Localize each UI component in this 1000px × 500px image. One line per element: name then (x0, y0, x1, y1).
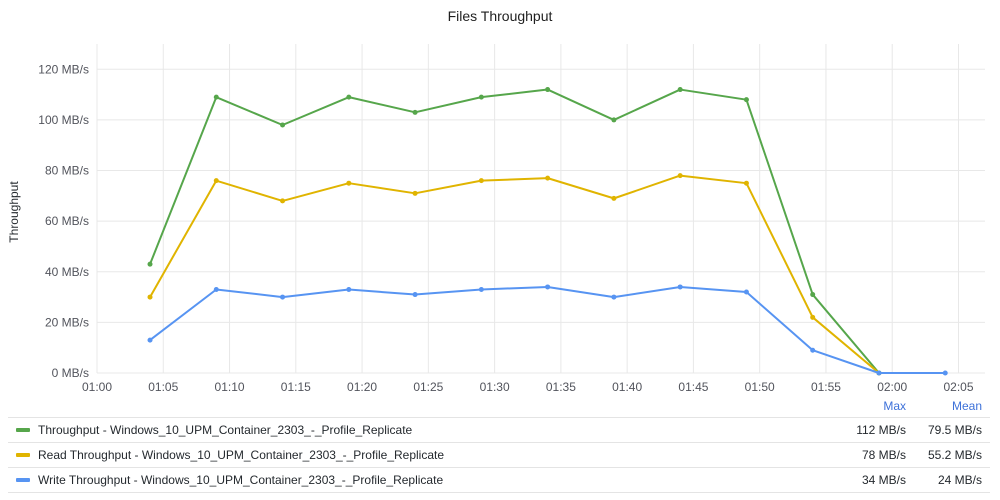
data-point[interactable] (611, 294, 617, 300)
series-line[interactable] (149, 88, 880, 374)
x-tick-label: 02:05 (943, 380, 973, 394)
data-point[interactable] (280, 122, 286, 128)
legend-series-name[interactable]: Throughput - Windows_10_UPM_Container_23… (38, 423, 413, 437)
data-point[interactable] (147, 261, 153, 267)
legend-row-throughput[interactable]: Throughput - Windows_10_UPM_Container_23… (8, 417, 990, 442)
x-tick-label: 01:55 (811, 380, 841, 394)
x-tick-label: 01:30 (480, 380, 510, 394)
data-point[interactable] (942, 370, 948, 376)
series-2 (147, 284, 948, 376)
data-point[interactable] (743, 97, 749, 103)
y-axis-title: Throughput (7, 181, 21, 243)
data-point[interactable] (213, 94, 219, 100)
x-tick-label: 01:15 (281, 380, 311, 394)
data-point[interactable] (810, 292, 816, 298)
y-tick-label: 0 MB/s (52, 366, 89, 380)
legend-mean-value: 79.5 MB/s (927, 423, 982, 437)
data-point[interactable] (478, 286, 484, 292)
data-point[interactable] (611, 117, 617, 123)
x-tick-label: 01:25 (413, 380, 443, 394)
series-layer (147, 87, 948, 376)
data-point[interactable] (346, 286, 352, 292)
legend-max-value: 112 MB/s (856, 423, 906, 437)
data-point[interactable] (810, 347, 816, 353)
legend-max-value: 34 MB/s (861, 473, 906, 487)
y-tick-label: 80 MB/s (45, 164, 89, 178)
x-tick-label: 01:35 (546, 380, 576, 394)
series-0 (147, 87, 882, 376)
x-tick-label: 01:40 (612, 380, 642, 394)
x-axis-ticks: 01:00 01:05 01:10 01:15 01:20 01:25 01:30 01:35… (82, 380, 974, 394)
x-tick-label: 01:45 (678, 380, 708, 394)
data-point[interactable] (743, 289, 749, 295)
data-point[interactable] (147, 337, 153, 343)
x-tick-label: 01:10 (215, 380, 245, 394)
x-tick-label: 01:50 (745, 380, 775, 394)
y-tick-label: 60 MB/s (45, 214, 89, 228)
data-point[interactable] (545, 175, 551, 181)
data-point[interactable] (478, 178, 484, 184)
legend-mean-value: 55.2 MB/s (927, 448, 982, 462)
data-point[interactable] (743, 180, 749, 186)
data-point[interactable] (545, 284, 551, 290)
grid-lines (96, 44, 985, 374)
x-tick-label: 02:00 (877, 380, 907, 394)
data-point[interactable] (677, 284, 683, 290)
series-color-swatch (16, 428, 30, 432)
legend-mean-value: 24 MB/s (937, 473, 982, 487)
series-color-swatch (16, 453, 30, 457)
legend-series-name[interactable]: Read Throughput - Windows_10_UPM_Contain… (38, 448, 445, 462)
y-axis-ticks: 0 MB/s 20 MB/s 40 MB/s 60 MB/s 80 MB/s 100 MB… (38, 62, 89, 380)
series-1 (147, 173, 882, 376)
max-column-header[interactable]: Max (883, 399, 906, 413)
data-point[interactable] (412, 190, 418, 196)
x-tick-label: 01:20 (347, 380, 377, 394)
data-point[interactable] (677, 87, 683, 93)
data-point[interactable] (545, 87, 551, 93)
legend-row-read-throughput[interactable]: Read Throughput - Windows_10_UPM_Contain… (8, 442, 990, 467)
legend-series-name[interactable]: Write Throughput - Windows_10_UPM_Contai… (38, 473, 444, 487)
data-point[interactable] (677, 173, 683, 179)
data-point[interactable] (412, 292, 418, 298)
legend-max-value: 78 MB/s (861, 448, 906, 462)
panel-title: Files Throughput (447, 8, 553, 24)
mean-column-header[interactable]: Mean (951, 399, 982, 413)
legend-table: Max Mean Throughput - Windows_10_UPM_Con… (8, 395, 990, 493)
data-point[interactable] (876, 370, 882, 376)
data-point[interactable] (478, 94, 484, 100)
series-color-swatch (16, 478, 30, 482)
data-point[interactable] (810, 314, 816, 320)
x-tick-label: 01:05 (148, 380, 178, 394)
data-point[interactable] (280, 198, 286, 204)
legend-row-write-throughput[interactable]: Write Throughput - Windows_10_UPM_Contai… (8, 467, 990, 493)
data-point[interactable] (213, 178, 219, 184)
legend-header: Max Mean (8, 395, 990, 417)
y-tick-label: 100 MB/s (38, 113, 89, 127)
line-chart[interactable]: 0 MB/s 20 MB/s 40 MB/s 60 MB/s 80 MB/s 100 MB… (0, 0, 1000, 395)
data-point[interactable] (346, 94, 352, 100)
y-tick-label: 120 MB/s (38, 62, 89, 76)
y-tick-label: 40 MB/s (45, 265, 89, 279)
series-line[interactable] (149, 174, 880, 374)
data-point[interactable] (611, 195, 617, 201)
data-point[interactable] (412, 109, 418, 115)
data-point[interactable] (346, 180, 352, 186)
data-point[interactable] (280, 294, 286, 300)
data-point[interactable] (147, 294, 153, 300)
x-tick-label: 01:00 (82, 380, 112, 394)
y-tick-label: 20 MB/s (45, 315, 89, 329)
data-point[interactable] (213, 286, 219, 292)
